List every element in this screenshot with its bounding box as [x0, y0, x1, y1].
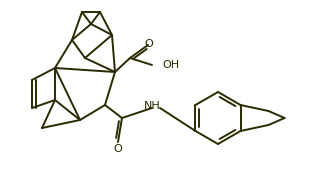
Text: O: O — [145, 39, 153, 49]
Text: OH: OH — [162, 60, 179, 70]
Text: O: O — [114, 144, 122, 154]
Text: NH: NH — [144, 101, 160, 111]
